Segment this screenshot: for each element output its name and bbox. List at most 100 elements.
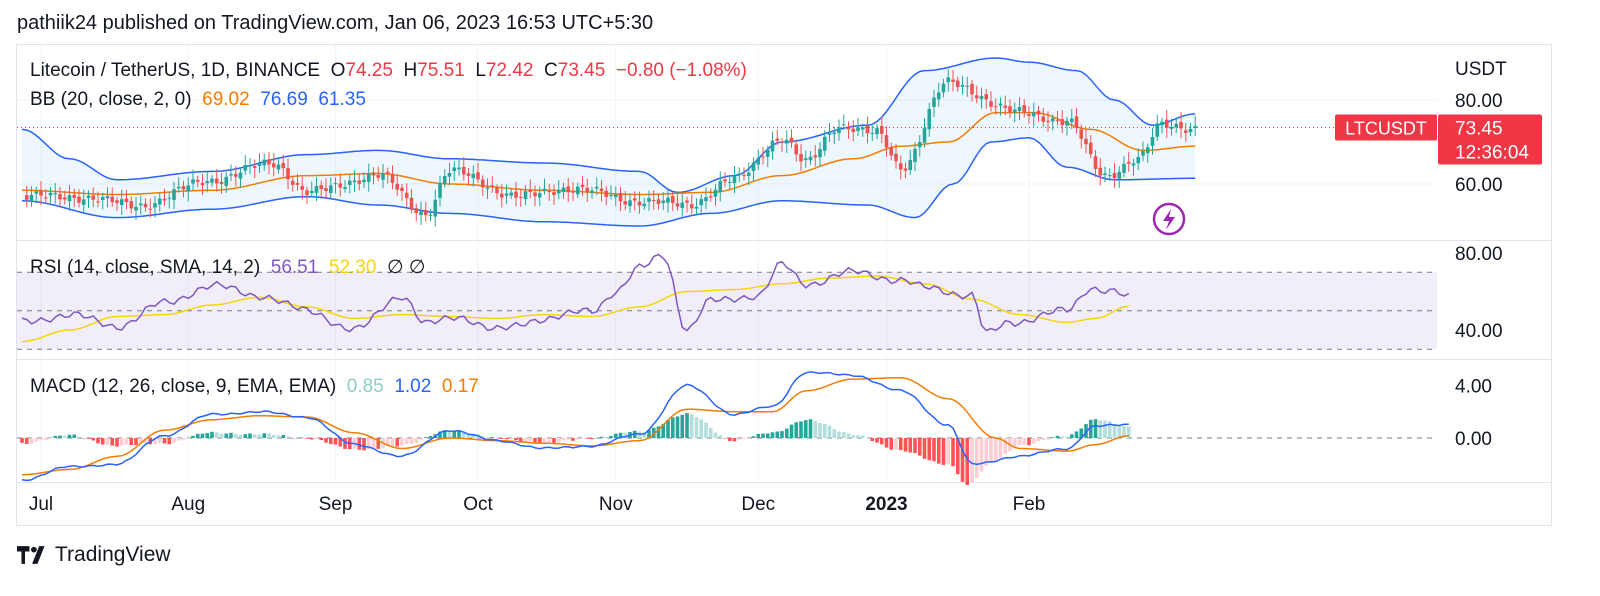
symbol-title[interactable]: Litecoin / TetherUS, 1D, BINANCE (30, 60, 321, 81)
macd-histogram-bar (233, 433, 238, 438)
candle-body (789, 137, 794, 143)
macd-histogram-bar (499, 438, 504, 439)
macd-histogram-bar (338, 438, 343, 447)
x-tick-label: Nov (599, 494, 633, 515)
x-tick-label: Jul (29, 494, 53, 515)
candle-body (414, 208, 419, 213)
candle-body (86, 195, 91, 198)
macd-histogram-bar (461, 431, 466, 438)
macd-histogram-bar (39, 438, 43, 441)
macd-histogram-bar (1027, 438, 1031, 446)
candle-body (794, 144, 799, 155)
candle-body (305, 190, 309, 195)
macd-histogram-bar (20, 438, 24, 443)
tradingview-logo-icon (17, 546, 45, 564)
candle-body (946, 77, 951, 83)
macd-histogram-bar (623, 433, 628, 438)
candle-body (1150, 137, 1155, 146)
candle-body (1012, 109, 1017, 113)
candle-body (1164, 119, 1169, 128)
macd-histogram-bar (927, 438, 932, 461)
candle-body (955, 80, 960, 88)
candle-body (913, 149, 917, 162)
candle-body (1060, 119, 1065, 126)
candle-body (723, 179, 727, 182)
macd-histogram-bar (442, 430, 447, 438)
bb-upper-value: 76.69 (260, 89, 308, 110)
tradingview-branding[interactable]: TradingView (17, 543, 171, 567)
macd-histogram-bar (105, 438, 110, 445)
candle-body (1065, 120, 1069, 126)
macd-histogram-bar (423, 437, 428, 438)
macd-histogram-bar (808, 419, 813, 438)
macd-histogram-bar (803, 420, 808, 438)
candle-body (604, 190, 609, 197)
macd-histogram-bar (974, 438, 979, 479)
macd-histogram-bar (704, 422, 708, 438)
macd-label[interactable]: MACD (12, 26, close, 9, EMA, EMA) (30, 376, 337, 397)
candle-body (1041, 116, 1046, 122)
candle-body (894, 153, 898, 162)
candle-body (281, 162, 286, 169)
candle-body (1174, 123, 1179, 128)
candle-body (1122, 163, 1126, 173)
candle-body (860, 127, 865, 130)
macd-histogram-bar (176, 438, 181, 441)
macd-histogram-bar (267, 433, 271, 438)
y-tick-label: 4.00 (1455, 377, 1492, 398)
macd-histogram-bar (789, 424, 794, 438)
macd-histogram-bar (556, 438, 561, 443)
macd-histogram-bar (580, 438, 585, 439)
macd-histogram-bar (34, 438, 39, 442)
macd-histogram-bar (746, 438, 751, 439)
macd-histogram-bar (366, 438, 371, 450)
macd-histogram-bar (661, 423, 666, 438)
candle-body (770, 140, 775, 152)
macd-histogram-bar (799, 421, 803, 438)
macd-histogram-bar (723, 438, 727, 439)
macd-histogram-bar (566, 438, 571, 441)
rsi-label[interactable]: RSI (14, close, SMA, 14, 2) (30, 257, 261, 278)
candle-body (1188, 128, 1193, 133)
candle-body (347, 180, 352, 185)
candle-body (471, 173, 476, 179)
candle-body (452, 167, 457, 172)
bb-lower-value: 61.35 (318, 89, 366, 110)
candle-body (395, 183, 400, 190)
macd-histogram-bar (1055, 435, 1060, 438)
candle-body (276, 164, 281, 170)
candle-body (1079, 129, 1084, 139)
macd-histogram-bar (504, 438, 509, 440)
macd-histogram-bar (205, 433, 210, 438)
candle-body (571, 191, 575, 193)
candle-body (381, 173, 385, 180)
macd-histogram-bar (865, 437, 870, 439)
macd-histogram-bar (1107, 421, 1112, 438)
macd-histogram-bar (960, 438, 965, 482)
macd-histogram-bar (1050, 437, 1055, 438)
chart-frame[interactable] (16, 44, 1552, 526)
candle-body (457, 167, 461, 170)
macd-hist-value: 0.85 (346, 376, 384, 397)
candle-body (357, 180, 362, 184)
macd-histogram-bar (1031, 438, 1036, 444)
candle-body (81, 199, 86, 205)
candle-body (813, 155, 818, 158)
macd-signal-value: 0.17 (441, 376, 479, 397)
candle-body (518, 196, 523, 198)
macd-histogram-bar (328, 438, 333, 445)
candle-body (1103, 173, 1107, 176)
macd-histogram-bar (708, 427, 713, 438)
macd-histogram-bar (371, 438, 376, 449)
candle-body (818, 149, 822, 158)
candle-body (1036, 110, 1041, 115)
candle-body (200, 182, 205, 186)
bb-upper-line (21, 57, 1196, 194)
candle-body (756, 157, 761, 165)
macd-histogram-bar (699, 419, 704, 438)
candle-body (870, 132, 875, 134)
bb-label[interactable]: BB (20, close, 2, 0) (30, 89, 192, 110)
candle-body (1117, 171, 1122, 179)
macd-histogram-bar (319, 438, 324, 441)
